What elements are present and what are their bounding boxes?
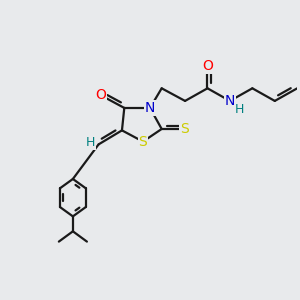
Text: S: S <box>139 135 147 148</box>
Text: H: H <box>85 136 95 148</box>
Text: H: H <box>235 103 244 116</box>
Text: N: N <box>225 94 235 108</box>
Text: N: N <box>145 101 155 115</box>
Text: O: O <box>202 59 213 73</box>
Text: O: O <box>95 88 106 102</box>
Text: S: S <box>180 122 188 136</box>
